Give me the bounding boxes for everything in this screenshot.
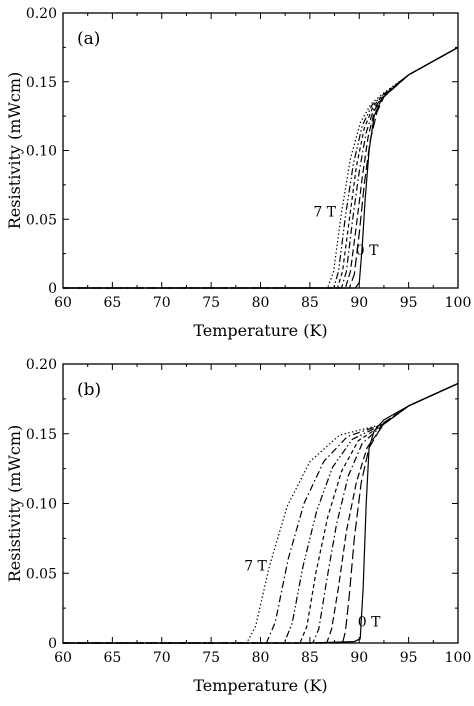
series-line-2T xyxy=(63,46,459,289)
y-tick-label: 0.10 xyxy=(26,497,57,513)
y-tick-label: 0 xyxy=(48,636,57,652)
x-axis-label: Temperature (K) xyxy=(193,676,327,695)
field-annotation: 7 T xyxy=(244,558,267,574)
x-tick-label: 90 xyxy=(350,650,368,666)
y-tick-label: 0.05 xyxy=(26,566,57,582)
x-tick-label: 80 xyxy=(252,295,270,311)
x-axis-label: Temperature (K) xyxy=(193,321,327,340)
panel-label: (b) xyxy=(77,380,101,400)
x-tick-label: 75 xyxy=(202,295,220,311)
x-tick-label: 70 xyxy=(153,650,171,666)
y-tick-label: 0.15 xyxy=(26,75,57,91)
x-tick-label: 85 xyxy=(301,650,319,666)
panel-label: (a) xyxy=(77,29,100,49)
plot-frame xyxy=(62,12,459,289)
y-tick-label: 0 xyxy=(48,281,57,297)
y-tick-label: 0.20 xyxy=(26,6,57,22)
x-tick-label: 100 xyxy=(445,295,472,311)
x-tick-label: 95 xyxy=(400,295,418,311)
x-tick-label: 70 xyxy=(153,295,171,311)
series-line-6T xyxy=(63,382,459,644)
y-axis-label: Resistivity (mWcm) xyxy=(5,425,24,583)
field-annotation: 0 T xyxy=(358,614,381,630)
series-line-3T xyxy=(63,46,459,289)
x-tick-label: 65 xyxy=(103,650,121,666)
y-tick-label: 0.20 xyxy=(26,357,57,373)
panel-b: 60 65 70 75 80 85 90 95 100 0 0.05 0.10 0.15 0.20 Temp… xyxy=(5,357,471,695)
series-line-7T xyxy=(63,46,459,289)
x-tick-label: 90 xyxy=(350,295,368,311)
panel-a: 60 65 70 75 80 85 90 95 100 0 0.05 0.10 0.15 0.20 Temp… xyxy=(5,6,471,340)
x-tick-label: 80 xyxy=(252,650,270,666)
series-line-1T xyxy=(63,382,459,644)
x-tick-label: 65 xyxy=(103,295,121,311)
series-line-3T xyxy=(63,382,459,644)
series-line-0T xyxy=(63,382,459,644)
x-tick-label: 100 xyxy=(445,650,472,666)
y-tick-label: 0.10 xyxy=(26,144,57,160)
field-annotation: 0 T xyxy=(356,243,379,259)
y-tick-label: 0.15 xyxy=(26,427,57,443)
plot-frame xyxy=(62,363,459,644)
series-line-5T xyxy=(63,382,459,644)
y-tick-label: 0.05 xyxy=(26,212,57,228)
series-line-2T xyxy=(63,382,459,644)
x-tick-label: 85 xyxy=(301,295,319,311)
x-tick-label: 60 xyxy=(54,295,72,311)
y-axis-label: Resistivity (mWcm) xyxy=(5,72,24,230)
x-tick-label: 75 xyxy=(202,650,220,666)
x-tick-label: 60 xyxy=(54,650,72,666)
field-annotation: 7 T xyxy=(313,205,336,221)
series-line-7T xyxy=(63,382,459,644)
series-line-4T xyxy=(63,382,459,644)
x-tick-label: 95 xyxy=(400,650,418,666)
